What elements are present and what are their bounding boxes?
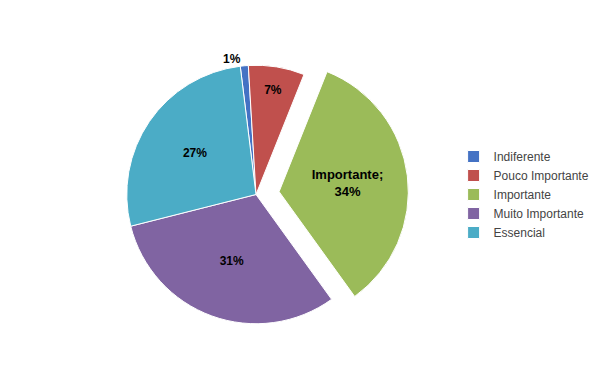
svg-text:Importante;34%: Importante;34% — [312, 167, 384, 199]
svg-text:31%: 31% — [220, 254, 244, 268]
svg-text:Pouco Importante: Pouco Importante — [494, 169, 589, 183]
svg-text:Importante: Importante — [494, 188, 552, 202]
svg-text:27%: 27% — [183, 146, 207, 160]
svg-text:Muito Importante: Muito Importante — [494, 207, 584, 221]
svg-text:Indiferente: Indiferente — [494, 150, 551, 164]
svg-text:7%: 7% — [264, 83, 282, 97]
svg-text:Essencial: Essencial — [494, 226, 545, 240]
svg-text:1%: 1% — [223, 52, 241, 66]
